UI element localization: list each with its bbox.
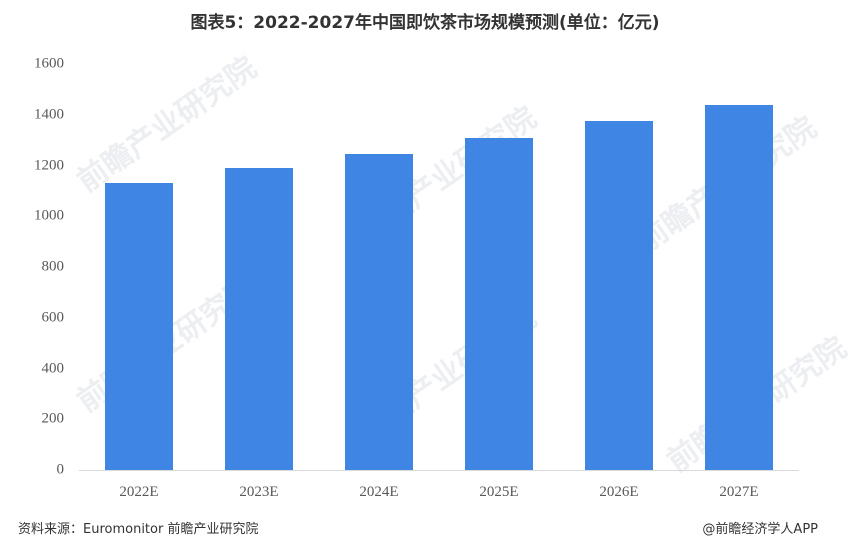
bar-2026E <box>585 121 653 470</box>
x-tick-label: 2025E <box>479 484 519 500</box>
y-tick-label: 1600 <box>34 55 64 72</box>
y-tick-label: 1000 <box>34 207 64 224</box>
y-tick-label: 800 <box>41 258 65 275</box>
y-tick-label: 1200 <box>34 157 64 173</box>
y-tick-label: 600 <box>41 309 65 326</box>
bar-2022E <box>105 183 173 470</box>
x-tick-label: 2023E <box>239 484 279 500</box>
bar-2025E <box>465 138 533 470</box>
chart-title: 图表5：2022-2027年中国即饮茶市场规模预测(单位：亿元) <box>190 13 660 33</box>
credit-note: @前瞻经济学人APP <box>702 522 818 537</box>
x-tick-label: 2027E <box>719 484 759 500</box>
x-axis-line <box>79 470 799 471</box>
x-tick-label: 2026E <box>599 484 639 500</box>
y-tick-label: 400 <box>41 360 65 376</box>
y-tick-label: 200 <box>41 410 65 427</box>
bar-2024E <box>345 154 413 470</box>
x-tick-label: 2024E <box>359 484 399 500</box>
bar-2023E <box>225 168 293 470</box>
x-tick-label: 2022E <box>119 484 159 500</box>
y-tick-label: 0 <box>56 461 65 478</box>
bar-2027E <box>705 105 773 470</box>
y-tick-label: 1400 <box>34 106 64 123</box>
source-note: 资料来源：Euromonitor 前瞻产业研究院 <box>18 522 259 537</box>
